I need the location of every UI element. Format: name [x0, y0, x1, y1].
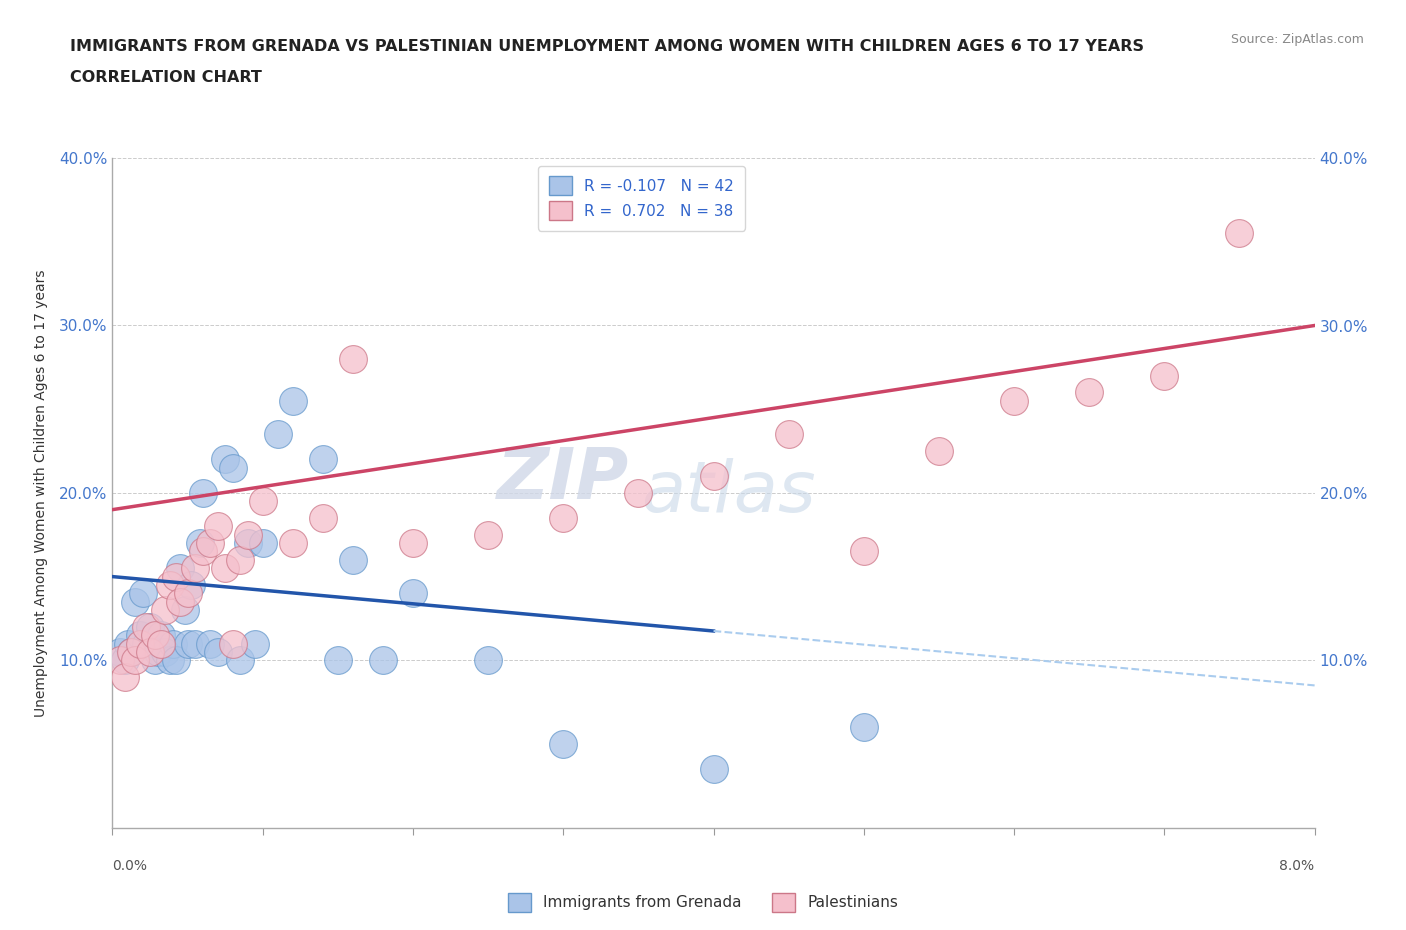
Point: [553, 511, 575, 525]
Point: [124, 594, 146, 609]
Text: IMMIGRANTS FROM GRENADA VS PALESTINIAN UNEMPLOYMENT AMONG WOMEN WITH CHILDREN AG: IMMIGRANTS FROM GRENADA VS PALESTINIAN U…: [70, 39, 1144, 54]
Point: [312, 511, 335, 525]
Point: [236, 527, 259, 542]
Text: 8.0%: 8.0%: [1279, 858, 1315, 872]
Legend: Immigrants from Grenada, Palestinians: Immigrants from Grenada, Palestinians: [502, 887, 904, 918]
Point: [143, 628, 166, 643]
Text: ZIP: ZIP: [498, 445, 630, 514]
Point: [198, 536, 221, 551]
Point: [553, 737, 575, 751]
Point: [312, 452, 335, 467]
Point: [135, 636, 157, 651]
Point: [852, 544, 875, 559]
Point: [153, 644, 176, 659]
Point: [188, 536, 211, 551]
Point: [114, 670, 136, 684]
Point: [169, 561, 191, 576]
Point: [180, 578, 202, 592]
Point: [229, 653, 252, 668]
Point: [146, 644, 169, 659]
Point: [1229, 226, 1251, 241]
Point: [184, 561, 207, 576]
Point: [252, 536, 274, 551]
Point: [778, 427, 800, 442]
Point: [402, 586, 425, 601]
Point: [176, 636, 198, 651]
Point: [135, 619, 157, 634]
Point: [139, 619, 162, 634]
Point: [153, 603, 176, 618]
Point: [198, 636, 221, 651]
Point: [477, 653, 499, 668]
Point: [627, 485, 650, 500]
Point: [176, 586, 198, 601]
Point: [214, 452, 236, 467]
Legend: R = -0.107   N = 42, R =  0.702   N = 38: R = -0.107 N = 42, R = 0.702 N = 38: [538, 166, 745, 231]
Point: [281, 393, 304, 408]
Point: [124, 653, 146, 668]
Point: [128, 636, 150, 651]
Point: [114, 653, 136, 668]
Point: [162, 636, 184, 651]
Point: [159, 578, 181, 592]
Point: [184, 636, 207, 651]
Point: [120, 644, 142, 659]
Point: [143, 653, 166, 668]
Point: [252, 494, 274, 509]
Point: [342, 352, 364, 366]
Point: [108, 644, 131, 659]
Point: [1002, 393, 1025, 408]
Point: [165, 653, 187, 668]
Point: [139, 644, 162, 659]
Point: [229, 552, 252, 567]
Point: [120, 644, 142, 659]
Point: [169, 594, 191, 609]
Point: [928, 444, 950, 458]
Point: [245, 636, 267, 651]
Text: Source: ZipAtlas.com: Source: ZipAtlas.com: [1230, 33, 1364, 46]
Point: [702, 762, 725, 777]
Point: [191, 485, 214, 500]
Point: [214, 561, 236, 576]
Point: [371, 653, 394, 668]
Text: CORRELATION CHART: CORRELATION CHART: [70, 70, 262, 85]
Point: [117, 636, 139, 651]
Point: [149, 628, 172, 643]
Point: [173, 603, 195, 618]
Point: [159, 653, 181, 668]
Y-axis label: Unemployment Among Women with Children Ages 6 to 17 years: Unemployment Among Women with Children A…: [34, 269, 48, 717]
Point: [236, 536, 259, 551]
Text: 0.0%: 0.0%: [112, 858, 148, 872]
Point: [281, 536, 304, 551]
Point: [477, 527, 499, 542]
Point: [342, 552, 364, 567]
Point: [207, 519, 229, 534]
Point: [852, 720, 875, 735]
Point: [149, 636, 172, 651]
Point: [402, 536, 425, 551]
Point: [131, 586, 153, 601]
Point: [207, 644, 229, 659]
Point: [1078, 385, 1101, 400]
Point: [326, 653, 349, 668]
Point: [702, 469, 725, 484]
Point: [128, 628, 150, 643]
Point: [222, 636, 245, 651]
Point: [222, 460, 245, 475]
Point: [165, 569, 187, 584]
Point: [191, 544, 214, 559]
Text: atlas: atlas: [641, 458, 815, 527]
Point: [1153, 368, 1175, 383]
Point: [267, 427, 290, 442]
Point: [108, 653, 131, 668]
